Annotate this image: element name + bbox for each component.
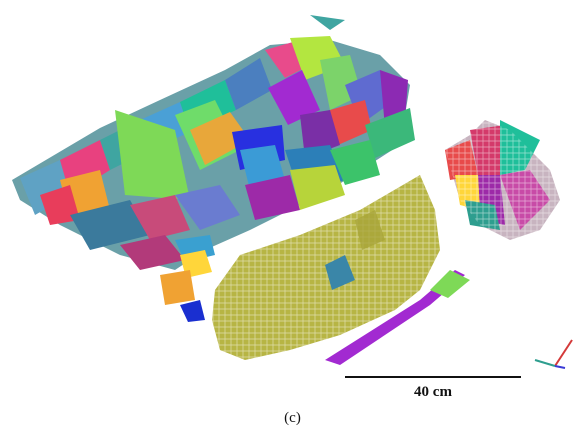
segmented-city-block-center [212, 175, 440, 360]
segmented-strip-bottom-right [325, 270, 470, 365]
axis-triad-icon [534, 339, 573, 369]
scale-bar-label: 40 cm [414, 384, 452, 400]
point-cloud-fragments [180, 15, 345, 322]
segmented-city-block-right [445, 120, 560, 240]
figure-caption: (c) [284, 410, 301, 426]
